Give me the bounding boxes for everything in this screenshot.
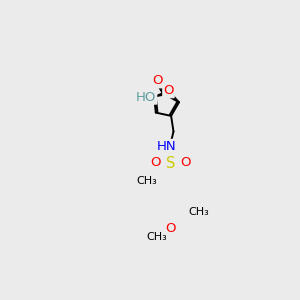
- Text: CH₃: CH₃: [188, 207, 209, 217]
- Text: O: O: [163, 84, 174, 97]
- Text: O: O: [152, 74, 163, 87]
- Text: CH₃: CH₃: [136, 176, 157, 186]
- Text: O: O: [151, 157, 161, 169]
- Text: O: O: [180, 157, 190, 169]
- Text: CH₃: CH₃: [146, 232, 167, 242]
- Text: S: S: [166, 156, 175, 171]
- Text: HO: HO: [136, 91, 156, 104]
- Text: O: O: [165, 222, 176, 236]
- Text: HN: HN: [157, 140, 177, 153]
